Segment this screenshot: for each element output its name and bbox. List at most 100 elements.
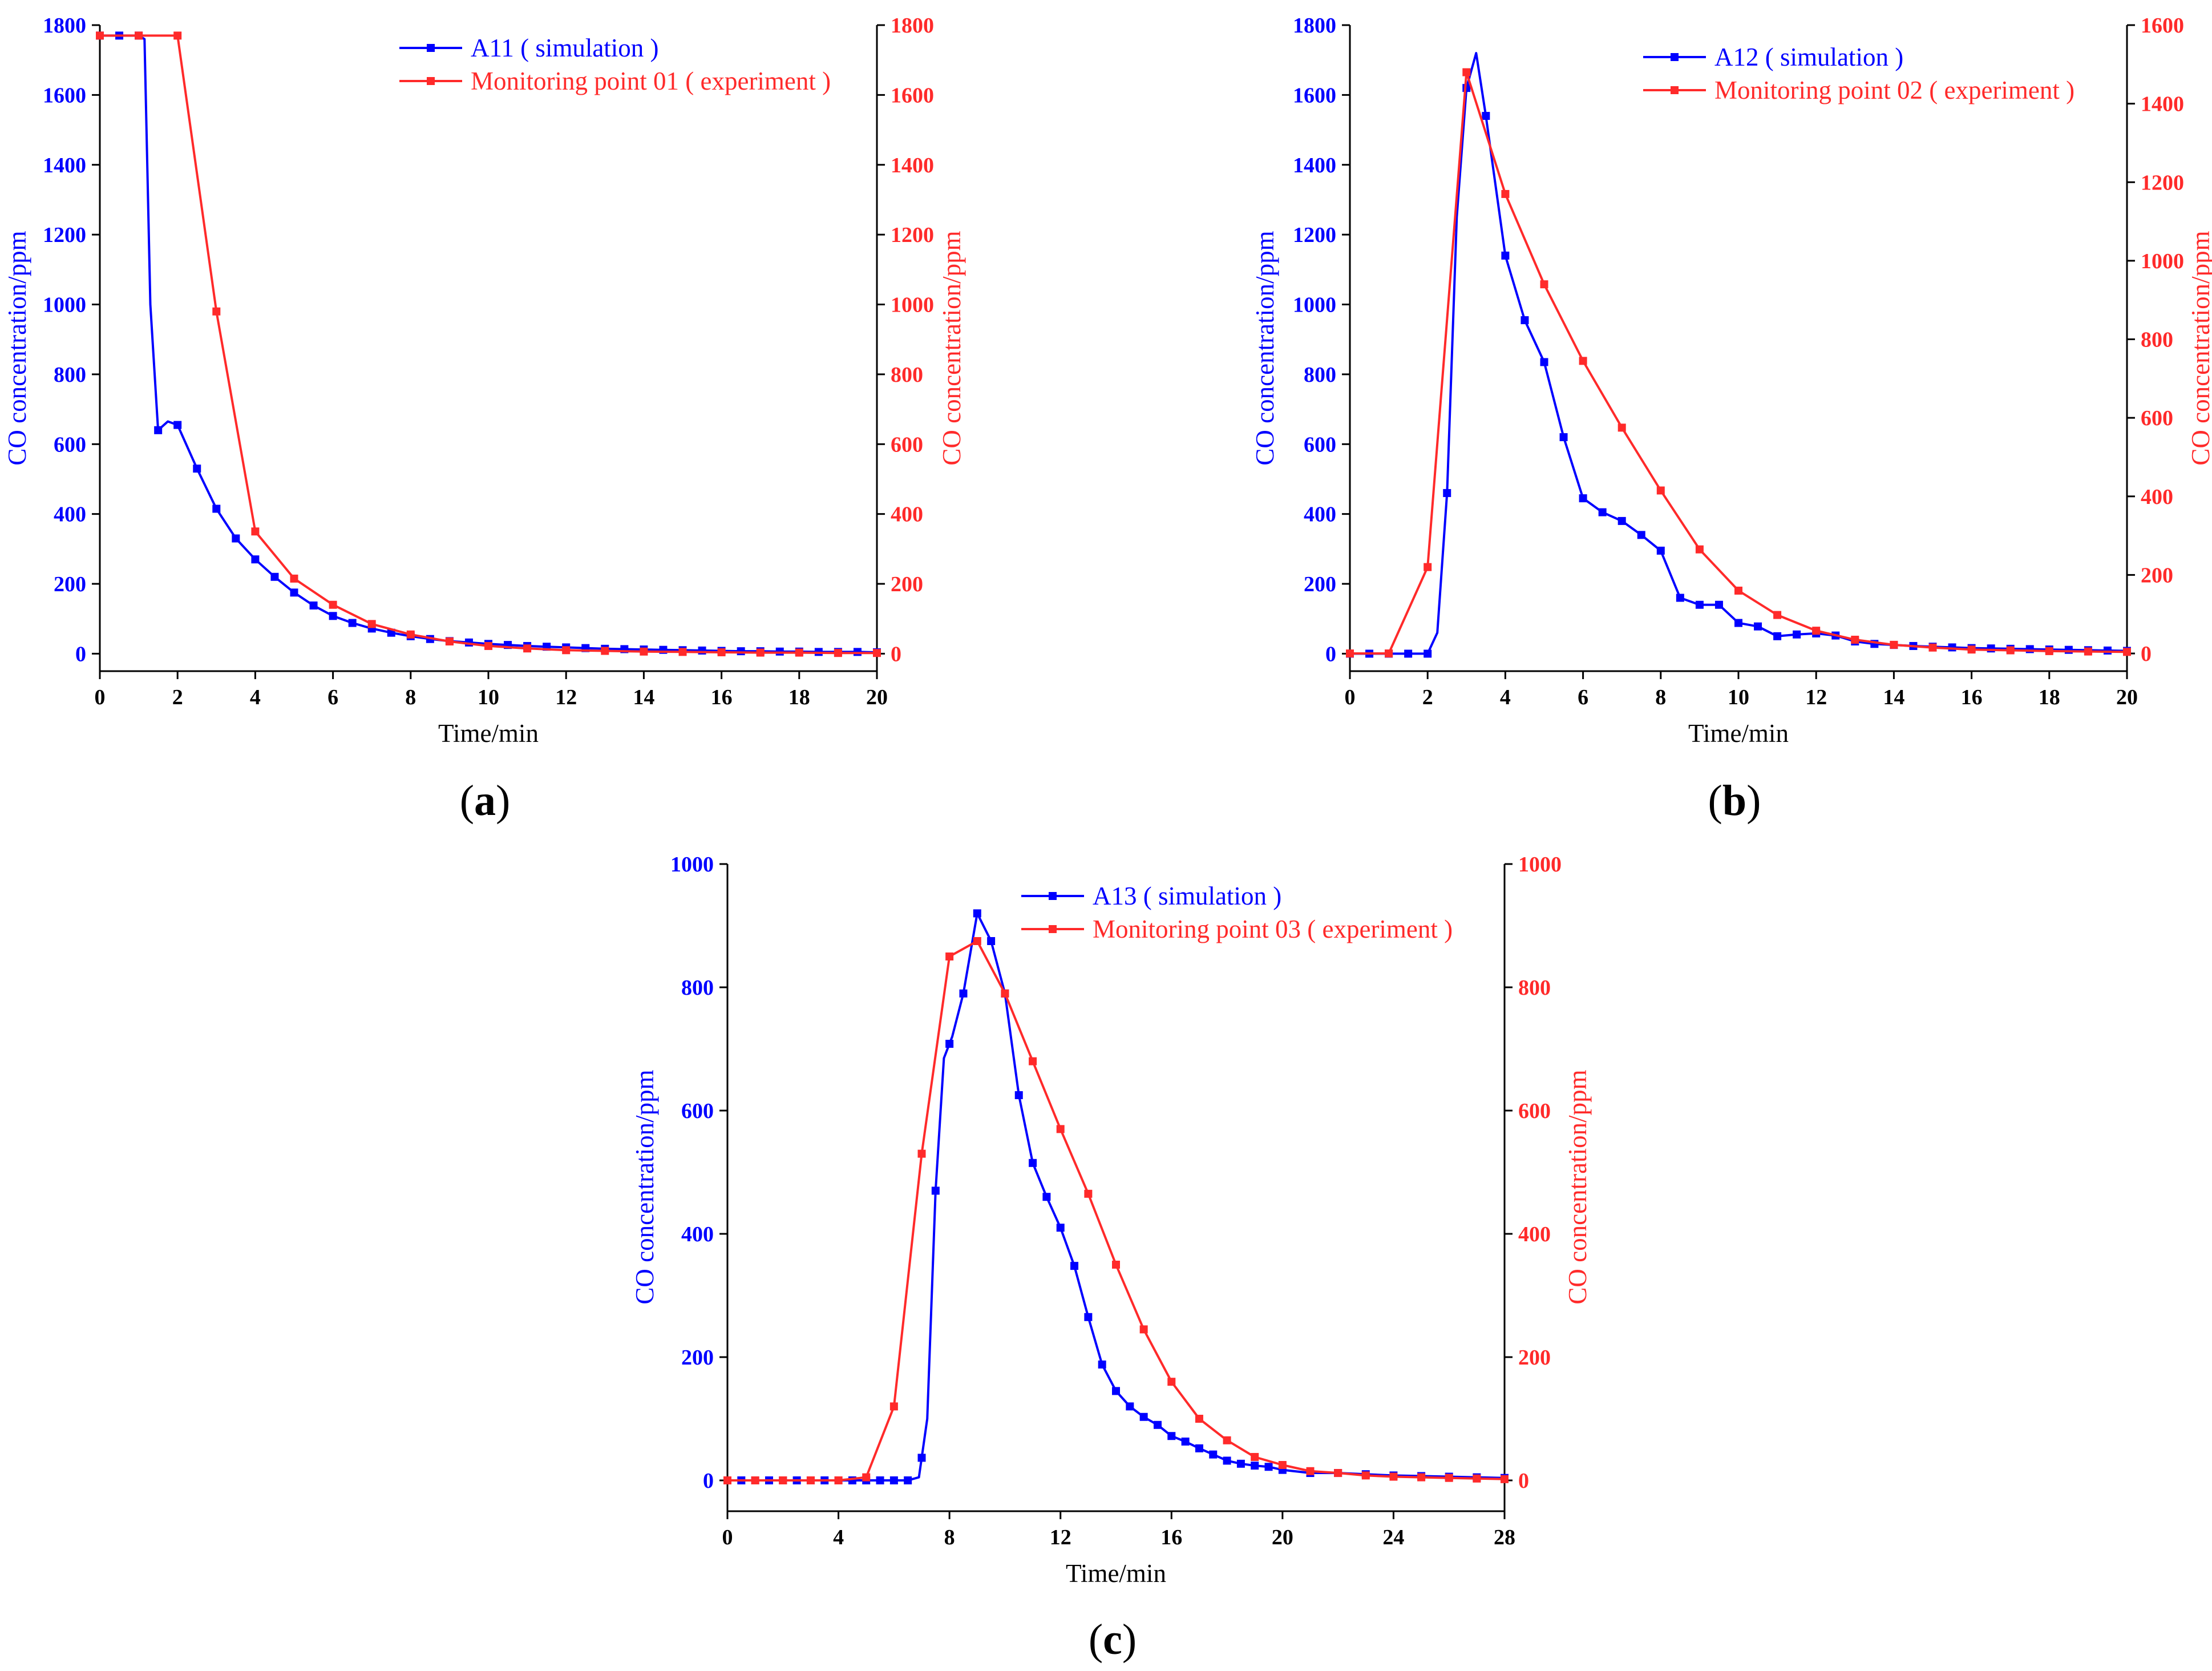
legend-label: Monitoring point 02 ( experiment ) [1714, 76, 2074, 104]
legend-marker [1049, 925, 1057, 933]
x-tick-label: 8 [405, 685, 416, 709]
data-point-simulation [1501, 251, 1510, 260]
x-tick-label: 2 [172, 685, 183, 709]
x-tick-label: 16 [1160, 1525, 1182, 1549]
y-tick-label-left: 0 [75, 642, 86, 666]
data-point-simulation [1264, 1463, 1273, 1471]
x-tick-label: 0 [722, 1525, 733, 1549]
x-tick-label: 12 [1050, 1525, 1071, 1549]
data-point-experiment [917, 1149, 926, 1158]
y-tick-label-left: 600 [681, 1099, 714, 1123]
x-tick-label: 20 [1272, 1525, 1293, 1549]
data-point-simulation [931, 1186, 940, 1195]
y-tick-label-left: 400 [681, 1222, 714, 1246]
y-tick-label-left: 0 [1325, 642, 1336, 666]
x-tick-label: 10 [1728, 685, 1749, 709]
data-point-simulation [1559, 433, 1568, 442]
chart-svg-a: 0 2 4 6 8 10 12 14 16 18 20 0 200 400 600 800 1000 1200 1… [3, 14, 966, 748]
y-tick-label-left: 1200 [43, 223, 86, 247]
data-point-simulation [1181, 1437, 1190, 1446]
y-tick-label-left: 200 [54, 572, 86, 596]
data-point-experiment [1334, 1469, 1342, 1478]
data-point-simulation [1404, 649, 1413, 658]
data-point-experiment [1579, 357, 1587, 365]
data-point-experiment [1167, 1378, 1176, 1386]
data-point-simulation [889, 1476, 898, 1484]
data-point-simulation [173, 421, 182, 429]
legend: A11 ( simulation ) Monitoring point 01 ( … [399, 34, 831, 95]
data-point-experiment [406, 630, 415, 639]
data-point-simulation [945, 1040, 954, 1048]
y-tick-label-left: 1000 [43, 293, 86, 317]
data-point-simulation [904, 1476, 912, 1484]
data-point-experiment [1812, 627, 1821, 635]
y-tick-label-left: 1600 [1293, 83, 1336, 107]
data-point-experiment [212, 307, 221, 316]
x-tick-label: 18 [788, 685, 810, 709]
data-point-simulation [309, 601, 318, 610]
data-point-experiment [367, 620, 376, 628]
data-point-simulation [1695, 600, 1704, 609]
data-point-simulation [1714, 600, 1723, 609]
data-point-simulation [329, 612, 337, 620]
y-tick-label-left: 0 [703, 1469, 714, 1493]
chart-panel-b: 0 2 4 6 8 10 12 14 16 18 20 0 200 400 600 800 1000 1200 1… [0, 0, 2212, 748]
data-point-experiment [1695, 545, 1704, 554]
x-tick-label: 16 [711, 685, 733, 709]
y-tick-label-right: 200 [2141, 563, 2173, 587]
y-tick-label-left: 600 [1304, 433, 1336, 457]
data-point-simulation [1056, 1224, 1065, 1232]
y-tick-label-left: 1400 [43, 154, 86, 177]
y-ticks-right: 0 200 400 600 800 1000 [1505, 853, 1562, 1493]
data-point-experiment [756, 648, 765, 657]
data-point-experiment [2123, 648, 2131, 656]
data-point-experiment [945, 952, 954, 960]
data-point-simulation [1195, 1444, 1203, 1452]
data-point-simulation [1617, 516, 1626, 525]
x-tick-label: 2 [1422, 685, 1433, 709]
data-point-simulation [1112, 1387, 1120, 1395]
y-tick-label-right: 1200 [2141, 171, 2184, 195]
data-point-simulation [1443, 489, 1451, 497]
data-point-experiment [862, 1473, 871, 1482]
data-point-simulation [232, 534, 240, 543]
data-point-simulation [1014, 1091, 1023, 1099]
y-tick-label-right: 1400 [2141, 92, 2184, 116]
data-point-experiment [1385, 649, 1393, 658]
data-point-experiment [873, 649, 881, 657]
y-tick-label-left: 1800 [43, 14, 86, 38]
data-point-simulation [1656, 546, 1665, 555]
data-point-simulation [348, 619, 357, 627]
y-tick-label-right: 1000 [1518, 853, 1562, 877]
data-point-experiment [1195, 1415, 1203, 1423]
data-point-experiment [445, 637, 454, 645]
legend-label: A12 ( simulation ) [1714, 43, 1903, 71]
data-point-experiment [1967, 645, 1976, 654]
y-tick-label-right: 1800 [891, 14, 934, 38]
y-tick-label-right: 800 [1518, 976, 1551, 1000]
y-tick-label-right: 400 [1518, 1222, 1551, 1246]
y-tick-label-right: 1600 [2141, 14, 2184, 38]
data-point-simulation [917, 1454, 926, 1462]
y-tick-label-right: 1600 [891, 83, 934, 107]
data-point-experiment [1540, 280, 1548, 289]
y-ticks-left: 0 200 400 600 800 1000 1200 1400 1600 1800 [43, 14, 100, 666]
data-point-simulation [1482, 112, 1490, 120]
data-point-experiment [601, 647, 609, 655]
y-tick-label-right: 800 [891, 363, 923, 387]
x-tick-label: 20 [866, 685, 888, 709]
y-tick-label-right: 400 [2141, 485, 2173, 509]
legend-label: A11 ( simulation ) [471, 34, 659, 62]
series-group [96, 31, 881, 657]
y-tick-label-right: 200 [1518, 1346, 1551, 1370]
y-tick-label-left: 1800 [1293, 14, 1336, 38]
data-point-simulation [1521, 316, 1529, 325]
y-tick-label-left: 600 [54, 433, 86, 457]
y-tick-label-left: 200 [681, 1346, 714, 1370]
data-point-simulation [1754, 622, 1762, 631]
y-tick-label-right: 0 [1518, 1469, 1529, 1493]
data-point-experiment [1773, 611, 1782, 619]
y-tick-label-right: 600 [2141, 406, 2173, 430]
y-tick-label-left: 200 [1304, 572, 1336, 596]
y-axis-title-left: CO concentration/ppm [630, 1069, 659, 1304]
